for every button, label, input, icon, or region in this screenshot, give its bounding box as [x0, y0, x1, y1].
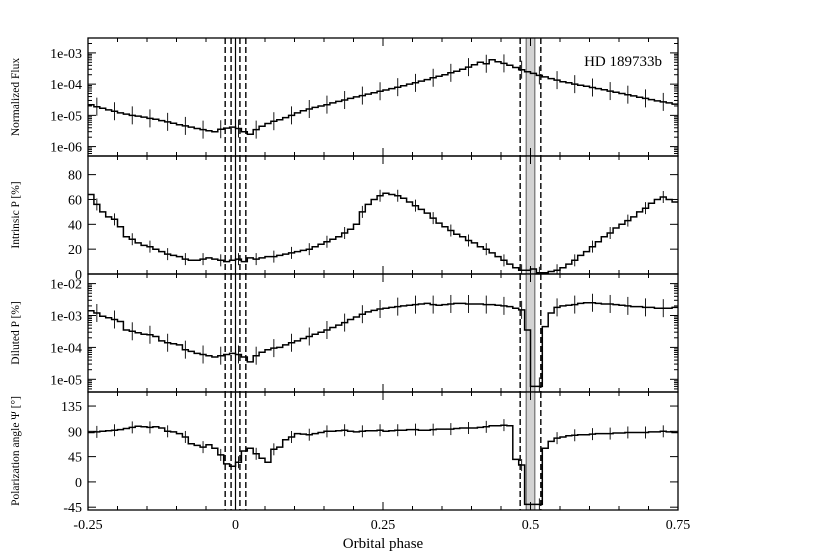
planet-name-annotation: HD 189733b	[584, 54, 662, 70]
x-tick-label: 0.75	[666, 518, 691, 533]
y-tick-label: 1e-05	[50, 109, 82, 124]
y-tick-label: 135	[61, 400, 82, 415]
y-axis-label-angle: Polarization angle Ψ [°]	[10, 396, 22, 506]
y-tick-label: 0	[75, 268, 82, 283]
y-tick-label: 1e-04	[50, 78, 82, 93]
series-intrinsic	[88, 192, 678, 274]
series-flux	[88, 59, 678, 135]
x-tick-label: 0.5	[522, 518, 540, 533]
x-tick-labels: -0.25 0 0.25 0.5 0.75	[73, 518, 690, 533]
series-diluted	[88, 302, 678, 388]
x-axis-title: Orbital phase	[343, 536, 424, 552]
y-tick-label: 45	[68, 451, 82, 466]
y-tick-label: 1e-06	[50, 141, 82, 156]
y-tick-label: 40	[68, 218, 82, 233]
y-tick-label: 1e-03	[50, 310, 82, 325]
panel-flux: 1e-06 1e-05 1e-04 1e-03 Normalized Flux	[10, 37, 679, 157]
x-tick-label: 0	[232, 518, 239, 533]
panel-frame	[87, 273, 679, 393]
y-tick-label: 1e-05	[50, 373, 82, 388]
y-tick-label: 1e-03	[50, 47, 82, 62]
y-axis-label-flux: Normalized Flux	[10, 58, 22, 136]
y-axis-label-diluted: Diluted P [%]	[10, 301, 22, 364]
y-tick-label: 0	[75, 476, 82, 491]
panel-intrinsic: 0 20 40 60 80 Intrinsic P [%]	[10, 155, 679, 283]
eclipse-band	[525, 155, 536, 275]
y-tick-label: 80	[68, 169, 82, 184]
chart-panels: 1e-06 1e-05 1e-04 1e-03 Normalized Flux 0 20 40…	[10, 37, 690, 533]
y-tick-label: 20	[68, 243, 82, 258]
panel-angle: -45 0 45 90 135 Polarization angle Ψ [°]	[10, 391, 679, 516]
y-axis-label-intrinsic: Intrinsic P [%]	[10, 181, 22, 248]
y-tick-label: 60	[68, 193, 82, 208]
y-tick-label: 1e-02	[50, 278, 82, 293]
panel-diluted: 1e-05 1e-04 1e-03 1e-02 Diluted P [%]	[10, 273, 679, 393]
x-tick-label: -0.25	[73, 518, 102, 533]
panel-frame	[87, 391, 679, 511]
y-tick-label: 1e-04	[50, 341, 82, 356]
y-tick-label: 90	[68, 425, 82, 440]
x-tick-label: 0.25	[371, 518, 396, 533]
y-tick-label: -45	[63, 501, 82, 516]
eclipse-band	[525, 391, 536, 511]
series-angle	[88, 424, 678, 506]
eclipse-band	[525, 37, 536, 157]
